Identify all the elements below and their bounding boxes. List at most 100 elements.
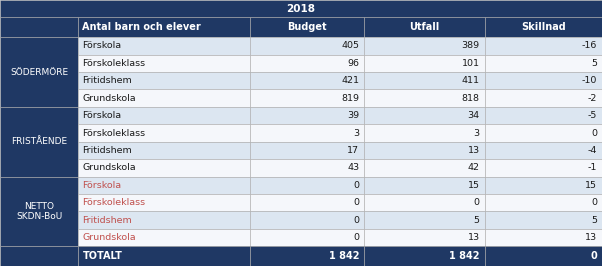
- Text: Grundskola: Grundskola: [82, 163, 136, 172]
- Bar: [364, 124, 485, 142]
- Text: 13: 13: [468, 233, 480, 242]
- Bar: [485, 72, 602, 89]
- Bar: [0, 107, 78, 177]
- Bar: [0, 0, 602, 17]
- Text: 34: 34: [468, 111, 480, 120]
- Text: 0: 0: [353, 198, 359, 207]
- Text: 17: 17: [347, 146, 359, 155]
- Bar: [78, 177, 250, 194]
- Text: Fritidshem: Fritidshem: [82, 76, 132, 85]
- Text: -10: -10: [582, 76, 597, 85]
- Text: 5: 5: [474, 215, 480, 225]
- Bar: [250, 194, 364, 211]
- Bar: [364, 72, 485, 89]
- Bar: [0, 246, 78, 266]
- Text: Fritidshem: Fritidshem: [82, 146, 132, 155]
- Bar: [250, 37, 364, 55]
- Text: Utfall: Utfall: [409, 22, 439, 32]
- Bar: [78, 72, 250, 89]
- Text: 0: 0: [353, 215, 359, 225]
- Text: 15: 15: [468, 181, 480, 190]
- Bar: [0, 37, 78, 107]
- Text: Antal barn och elever: Antal barn och elever: [82, 22, 200, 32]
- Text: FRISTÅENDE: FRISTÅENDE: [11, 137, 67, 146]
- Bar: [250, 177, 364, 194]
- Text: Förskola: Förskola: [82, 111, 122, 120]
- Text: -16: -16: [582, 41, 597, 51]
- Bar: [364, 159, 485, 177]
- Bar: [78, 142, 250, 159]
- Text: 421: 421: [341, 76, 359, 85]
- Bar: [485, 124, 602, 142]
- Text: 411: 411: [462, 76, 480, 85]
- Bar: [364, 55, 485, 72]
- Bar: [78, 17, 250, 37]
- Text: 1 842: 1 842: [329, 251, 359, 261]
- Bar: [250, 55, 364, 72]
- Text: 0: 0: [353, 181, 359, 190]
- Text: SÖDERMÖRE: SÖDERMÖRE: [10, 68, 68, 77]
- Bar: [364, 246, 485, 266]
- Bar: [485, 229, 602, 246]
- Bar: [250, 72, 364, 89]
- Text: 3: 3: [474, 128, 480, 138]
- Text: 5: 5: [591, 215, 597, 225]
- Bar: [364, 142, 485, 159]
- Bar: [485, 246, 602, 266]
- Text: 15: 15: [585, 181, 597, 190]
- Text: 1 842: 1 842: [449, 251, 480, 261]
- Bar: [78, 229, 250, 246]
- Bar: [78, 211, 250, 229]
- Bar: [250, 89, 364, 107]
- Bar: [0, 17, 78, 37]
- Text: 0: 0: [353, 233, 359, 242]
- Bar: [78, 159, 250, 177]
- Text: Budget: Budget: [287, 22, 327, 32]
- Bar: [250, 159, 364, 177]
- Text: Skillnad: Skillnad: [521, 22, 566, 32]
- Bar: [78, 194, 250, 211]
- Bar: [485, 107, 602, 124]
- Bar: [485, 194, 602, 211]
- Text: 13: 13: [585, 233, 597, 242]
- Bar: [364, 211, 485, 229]
- Bar: [78, 124, 250, 142]
- Text: 0: 0: [591, 251, 597, 261]
- Bar: [485, 89, 602, 107]
- Bar: [250, 142, 364, 159]
- Bar: [485, 37, 602, 55]
- Text: 0: 0: [591, 198, 597, 207]
- Bar: [364, 89, 485, 107]
- Text: 818: 818: [462, 94, 480, 103]
- Bar: [485, 177, 602, 194]
- Bar: [250, 211, 364, 229]
- Text: Förskola: Förskola: [82, 181, 122, 190]
- Text: 3: 3: [353, 128, 359, 138]
- Bar: [485, 211, 602, 229]
- Bar: [78, 89, 250, 107]
- Text: 0: 0: [591, 128, 597, 138]
- Bar: [250, 17, 364, 37]
- Text: Förskola: Förskola: [82, 41, 122, 51]
- Text: Grundskola: Grundskola: [82, 94, 136, 103]
- Text: TOTALT: TOTALT: [82, 251, 122, 261]
- Text: 43: 43: [347, 163, 359, 172]
- Bar: [485, 142, 602, 159]
- Bar: [364, 229, 485, 246]
- Text: 0: 0: [474, 198, 480, 207]
- Text: 405: 405: [341, 41, 359, 51]
- Bar: [485, 55, 602, 72]
- Text: -5: -5: [588, 111, 597, 120]
- Text: 42: 42: [468, 163, 480, 172]
- Bar: [0, 177, 78, 246]
- Text: Grundskola: Grundskola: [82, 233, 136, 242]
- Bar: [485, 17, 602, 37]
- Bar: [485, 159, 602, 177]
- Bar: [250, 124, 364, 142]
- Text: NETTO
SKDN-BoU: NETTO SKDN-BoU: [16, 202, 62, 221]
- Text: 2018: 2018: [287, 4, 315, 14]
- Text: -2: -2: [588, 94, 597, 103]
- Text: 13: 13: [468, 146, 480, 155]
- Text: -1: -1: [588, 163, 597, 172]
- Text: 389: 389: [462, 41, 480, 51]
